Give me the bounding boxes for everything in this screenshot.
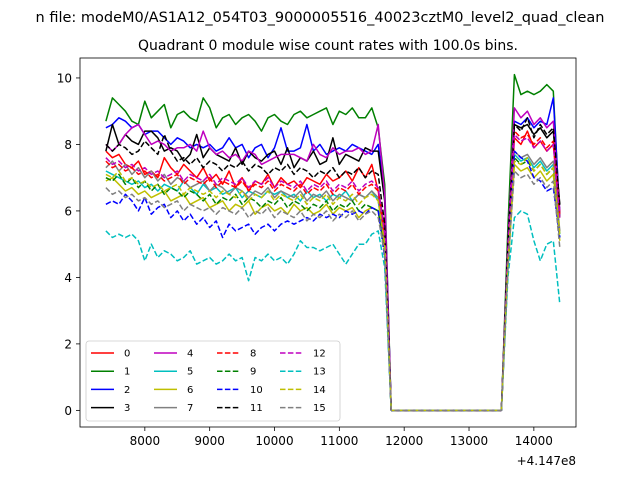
x-tick-label: 8000	[130, 434, 161, 448]
legend-label-3: 3	[124, 403, 130, 414]
series-line-15	[105, 170, 561, 412]
legend-label-11: 11	[250, 403, 263, 414]
y-tick-label: 2	[64, 337, 72, 351]
legend-label-15: 15	[313, 403, 326, 414]
legend-label-14: 14	[313, 385, 326, 396]
x-axis-ticks: 8000 9000 10000 11000 12000 13000 14000	[130, 427, 553, 448]
legend-label-2: 2	[124, 385, 130, 396]
y-tick-label: 10	[57, 71, 72, 85]
series-line-14	[105, 156, 561, 412]
legend-label-7: 7	[187, 403, 193, 414]
y-tick-label: 8	[64, 138, 72, 152]
legend-label-9: 9	[250, 367, 256, 378]
legend-label-4: 4	[187, 349, 193, 360]
legend-label-0: 0	[124, 349, 130, 360]
x-tick-label: 13000	[450, 434, 488, 448]
y-tick-label: 6	[64, 204, 72, 218]
chart-title: Quadrant 0 module wise count rates with …	[138, 38, 518, 54]
y-tick-label: 0	[64, 404, 72, 418]
legend-label-8: 8	[250, 349, 256, 360]
series-lines	[105, 73, 561, 412]
legend-label-1: 1	[124, 367, 130, 378]
legend-label-6: 6	[187, 385, 193, 396]
legend-frame	[85, 340, 341, 422]
figure-suptitle: n file: modeM0/AS1A12_054T03_9000005516_…	[36, 10, 605, 26]
y-tick-label: 4	[64, 271, 72, 285]
legend-label-10: 10	[250, 385, 263, 396]
x-offset-label: +4.147e8	[517, 454, 576, 468]
legend-label-12: 12	[313, 349, 326, 360]
legend-label-5: 5	[187, 367, 193, 378]
x-tick-label: 12000	[385, 434, 423, 448]
legend-label-13: 13	[313, 367, 326, 378]
x-tick-label: 11000	[320, 434, 358, 448]
x-tick-label: 9000	[194, 434, 225, 448]
y-axis-ticks: 0 2 4 6 8 10	[57, 71, 80, 418]
x-tick-label: 14000	[515, 434, 553, 448]
x-tick-label: 10000	[255, 434, 293, 448]
plot-frame	[79, 57, 577, 428]
